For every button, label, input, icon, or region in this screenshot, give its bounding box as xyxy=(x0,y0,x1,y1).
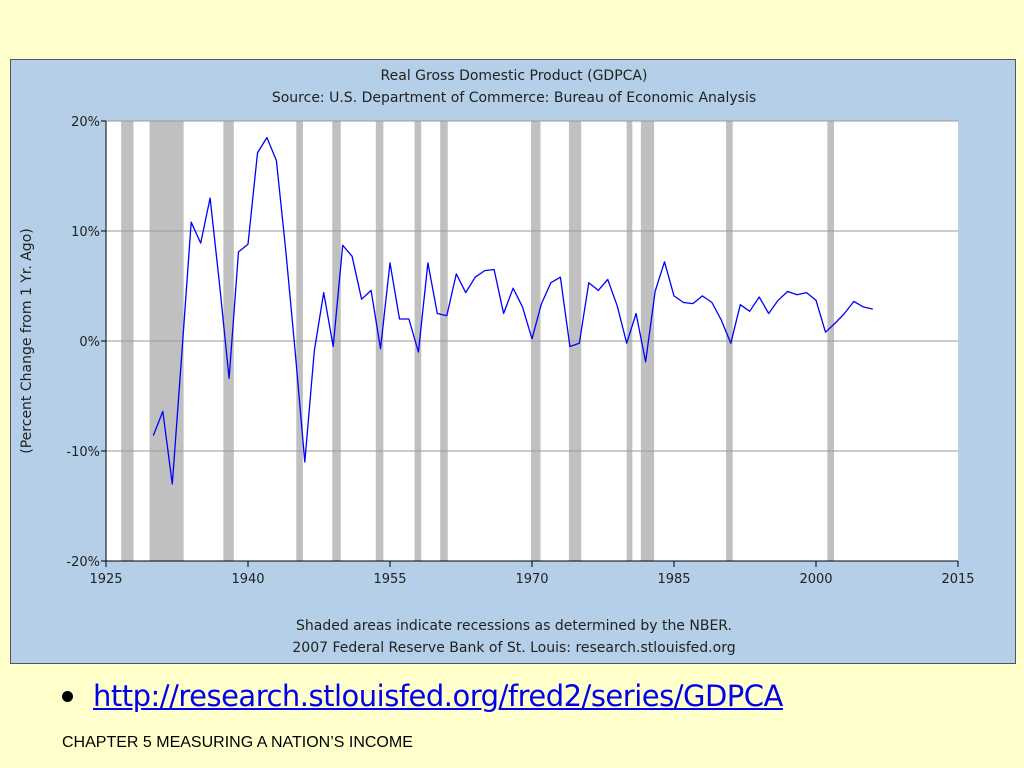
footer-caption: CHAPTER 5 MEASURING A NATION’S INCOME xyxy=(62,734,413,751)
y-tick-label: 0% xyxy=(79,335,100,350)
x-tick-label: 1970 xyxy=(515,572,548,587)
copyright-note: 2007 Federal Reserve Bank of St. Louis: … xyxy=(292,640,735,656)
gdp-growth-line xyxy=(152,136,873,485)
gridlines xyxy=(106,120,958,452)
y-tick-label: 10% xyxy=(71,225,100,240)
y-tick-label: 20% xyxy=(71,115,100,130)
source-link[interactable]: http://research.stlouisfed.org/fred2/ser… xyxy=(93,679,783,713)
recession-note: Shaded areas indicate recessions as dete… xyxy=(296,618,732,634)
x-tick-label: 1985 xyxy=(657,572,690,587)
series-layer xyxy=(152,136,873,485)
x-tick-label: 2015 xyxy=(941,572,974,587)
axes xyxy=(101,120,959,567)
bullet-item: http://research.stlouisfed.org/fred2/ser… xyxy=(62,674,783,718)
x-tick-label: 1955 xyxy=(373,572,406,587)
y-tick-label: -20% xyxy=(66,555,100,570)
bullet-dot xyxy=(62,690,73,702)
chart-panel: Real Gross Domestic Product (GDPCA) Sour… xyxy=(10,59,1016,664)
x-tick-label: 2000 xyxy=(799,572,832,587)
y-tick-label: -10% xyxy=(66,445,100,460)
tick-labels: 20% 10% 0% -10% -20% 1925 1940 1955 1970 1985 2000… xyxy=(66,115,974,587)
y-axis-label: (Percent Change from 1 Yr. Ago) xyxy=(19,228,35,453)
gdp-chart: Real Gross Domestic Product (GDPCA) Sour… xyxy=(11,60,1015,663)
x-tick-label: 1940 xyxy=(231,572,264,587)
chart-subtitle: Source: U.S. Department of Commerce: Bur… xyxy=(272,90,756,106)
chart-title: Real Gross Domestic Product (GDPCA) xyxy=(381,68,648,84)
x-tick-label: 1925 xyxy=(89,572,122,587)
